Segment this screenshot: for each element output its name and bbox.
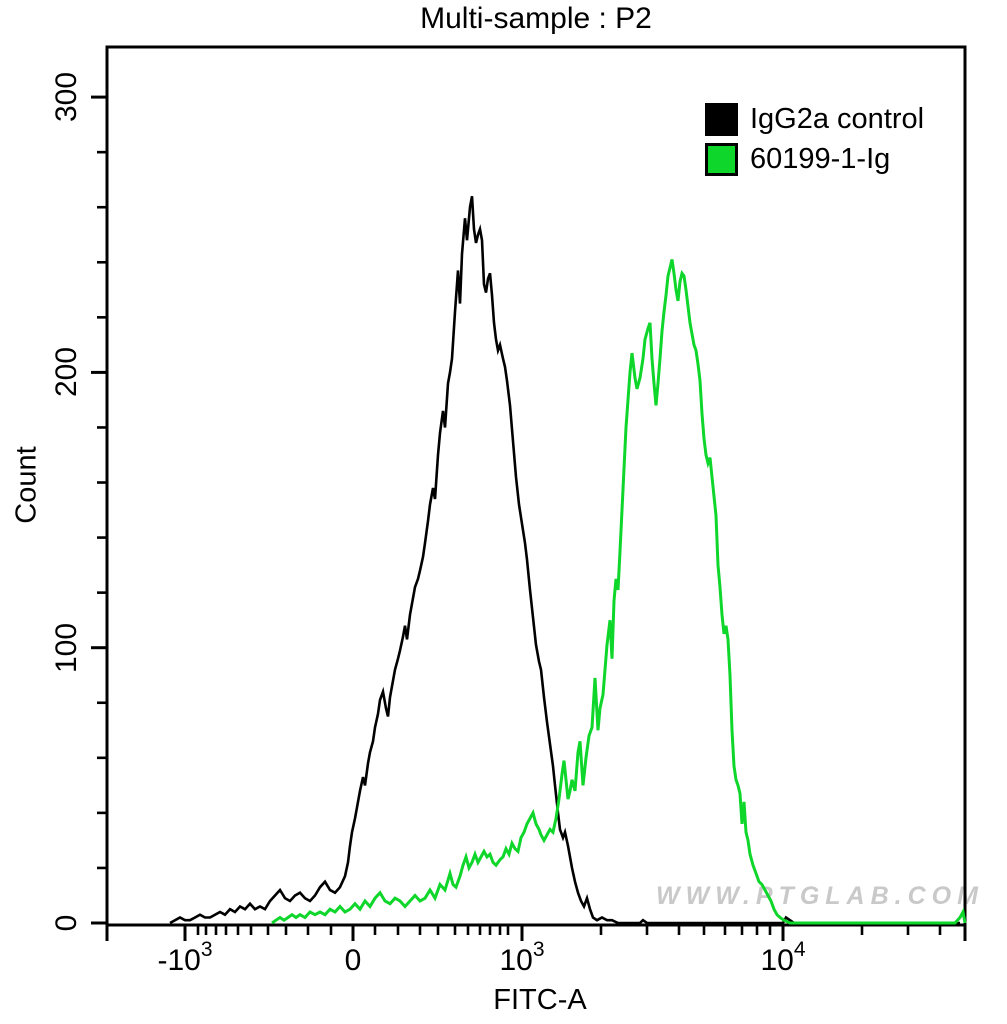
plot-border	[105, 45, 967, 927]
series-curve-igg2a-control	[169, 195, 960, 925]
watermark: WWW.PTGLAB.COM	[656, 882, 984, 910]
series-curve-60199-1-ig	[271, 259, 967, 925]
chart-title: Multi-sample : P2	[420, 2, 652, 35]
